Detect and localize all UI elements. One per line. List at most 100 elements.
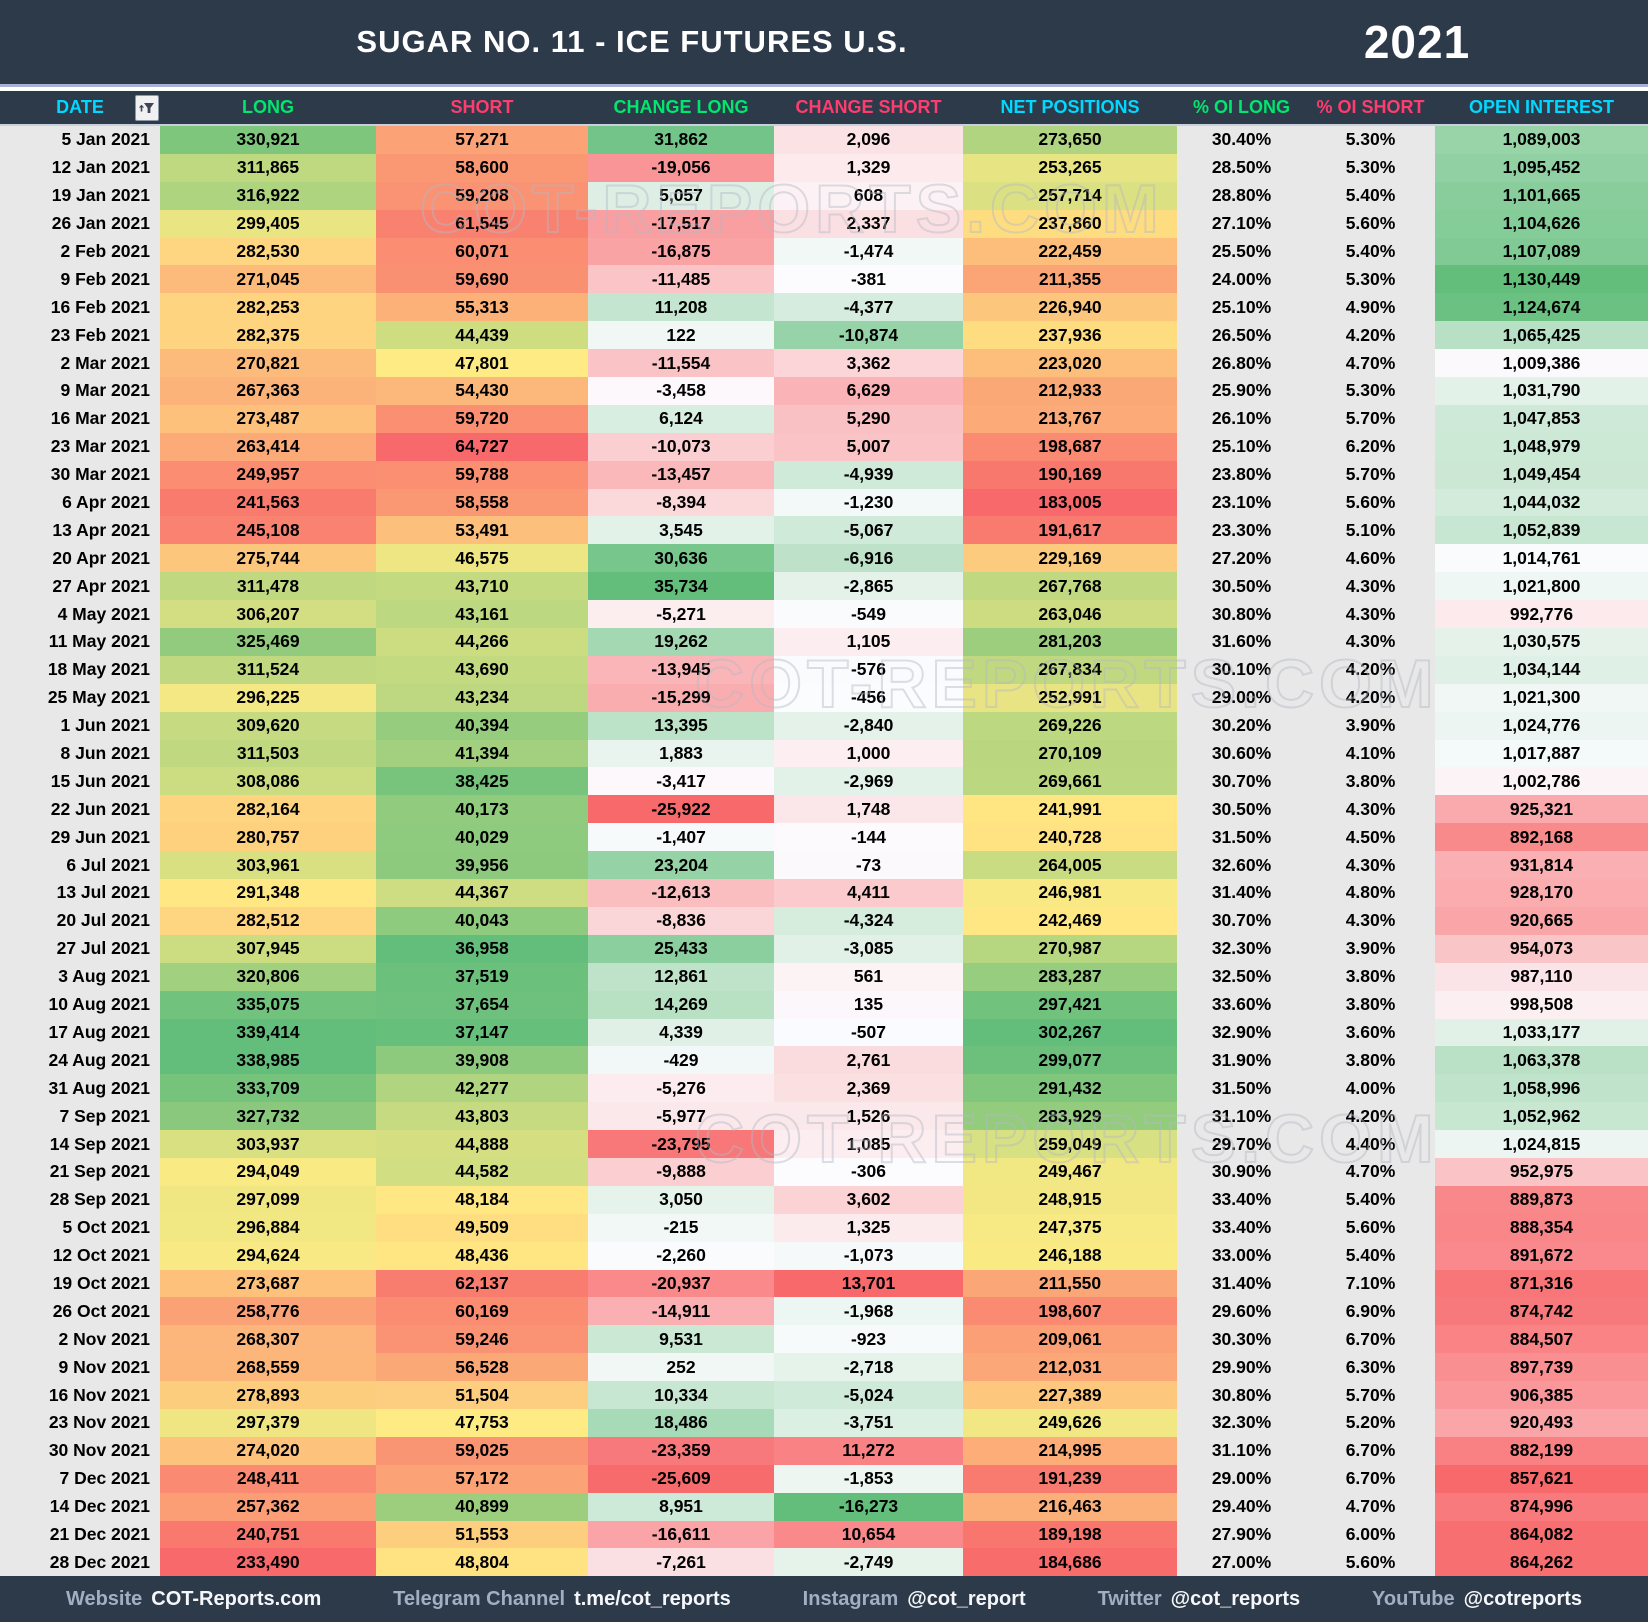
cell-long: 320,806 xyxy=(160,962,376,991)
table-row: 13 Apr 2021 245,108 53,491 3,545 -5,067 191,6… xyxy=(0,516,1648,545)
cell-net_positions: 270,987 xyxy=(963,934,1177,963)
cell-change_short: -10,874 xyxy=(774,321,963,350)
cell-net_positions: 297,421 xyxy=(963,990,1177,1019)
cell-change_long: 10,334 xyxy=(588,1381,774,1409)
cell-date: 14 Dec 2021 xyxy=(0,1492,160,1521)
cell-short: 37,519 xyxy=(376,962,588,991)
cell-open_interest: 857,621 xyxy=(1435,1464,1648,1493)
cell-oi_long: 27.90% xyxy=(1177,1520,1306,1549)
footer-link[interactable]: @cot_report xyxy=(907,1587,1026,1610)
cell-net_positions: 223,020 xyxy=(963,349,1177,378)
cell-change_long: -13,945 xyxy=(588,655,774,684)
cell-long: 306,207 xyxy=(160,600,376,629)
cell-short: 59,690 xyxy=(376,265,588,294)
cell-net_positions: 212,933 xyxy=(963,377,1177,405)
table-row: 28 Dec 2021 233,490 48,804 -7,261 -2,749 184,… xyxy=(0,1548,1648,1577)
cell-change_long: -19,056 xyxy=(588,153,774,182)
cell-short: 36,958 xyxy=(376,934,588,963)
cell-long: 311,503 xyxy=(160,739,376,768)
table-row: 2 Nov 2021 268,307 59,246 9,531 -923 209,061 3… xyxy=(0,1325,1648,1354)
cell-net_positions: 183,005 xyxy=(963,488,1177,517)
footer-link[interactable]: @cotreports xyxy=(1463,1587,1583,1610)
cell-date: 23 Feb 2021 xyxy=(0,321,160,350)
footer-link[interactable]: @cot_reports xyxy=(1170,1587,1301,1610)
cell-change_short: 1,526 xyxy=(774,1102,963,1131)
cell-long: 330,921 xyxy=(160,126,376,154)
cell-oi_long: 23.30% xyxy=(1177,516,1306,545)
cell-change_short: -3,751 xyxy=(774,1408,963,1437)
footer-link[interactable]: t.me/cot_reports xyxy=(574,1587,731,1610)
cell-oi_long: 30.60% xyxy=(1177,739,1306,768)
filter-icon[interactable] xyxy=(135,94,159,121)
cell-change_long: 3,545 xyxy=(588,516,774,545)
cell-change_short: -16,273 xyxy=(774,1492,963,1521)
cell-oi_long: 29.70% xyxy=(1177,1130,1306,1158)
table-row: 28 Sep 2021 297,099 48,184 3,050 3,602 248,91… xyxy=(0,1185,1648,1214)
cell-open_interest: 1,021,300 xyxy=(1435,683,1648,712)
cell-net_positions: 246,981 xyxy=(963,879,1177,907)
cell-change_short: 135 xyxy=(774,990,963,1019)
cell-net_positions: 259,049 xyxy=(963,1130,1177,1158)
cell-change_long: -1,407 xyxy=(588,823,774,852)
cell-change_long: 252 xyxy=(588,1353,774,1382)
cell-oi_long: 25.50% xyxy=(1177,237,1306,266)
cell-short: 60,169 xyxy=(376,1297,588,1326)
column-header-open_interest: OPEN INTEREST xyxy=(1468,97,1615,117)
cell-change_short: 608 xyxy=(774,181,963,210)
cell-short: 53,491 xyxy=(376,516,588,545)
cell-oi_short: 4.20% xyxy=(1306,1102,1435,1131)
cell-net_positions: 237,936 xyxy=(963,321,1177,350)
cell-change_short: -549 xyxy=(774,600,963,629)
cell-net_positions: 229,169 xyxy=(963,544,1177,573)
cell-change_long: 9,531 xyxy=(588,1325,774,1354)
cell-long: 257,362 xyxy=(160,1492,376,1521)
table-row: 6 Apr 2021 241,563 58,558 -8,394 -1,230 183,0… xyxy=(0,488,1648,517)
cell-short: 48,184 xyxy=(376,1185,588,1214)
table-row: 14 Dec 2021 257,362 40,899 8,951 -16,273 216,… xyxy=(0,1492,1648,1521)
cell-net_positions: 212,031 xyxy=(963,1353,1177,1382)
cell-open_interest: 1,058,996 xyxy=(1435,1074,1648,1103)
cell-oi_short: 4.30% xyxy=(1306,906,1435,935)
footer-label: Twitter xyxy=(1097,1587,1162,1610)
cell-date: 9 Feb 2021 xyxy=(0,265,160,294)
cell-net_positions: 273,650 xyxy=(963,126,1177,154)
cell-open_interest: 1,052,839 xyxy=(1435,516,1648,545)
cell-net_positions: 191,617 xyxy=(963,516,1177,545)
cell-date: 9 Nov 2021 xyxy=(0,1353,160,1382)
cell-change_long: -3,458 xyxy=(588,377,774,405)
cell-oi_short: 4.20% xyxy=(1306,683,1435,712)
table-row: 11 May 2021 325,469 44,266 19,262 1,105 281,2… xyxy=(0,628,1648,656)
cell-short: 56,528 xyxy=(376,1353,588,1382)
cell-change_short: 1,325 xyxy=(774,1213,963,1242)
cell-change_long: 23,204 xyxy=(588,851,774,880)
cell-long: 268,307 xyxy=(160,1325,376,1354)
cell-oi_long: 24.00% xyxy=(1177,265,1306,294)
table-row: 15 Jun 2021 308,086 38,425 -3,417 -2,969 269,… xyxy=(0,767,1648,796)
cell-oi_short: 3.90% xyxy=(1306,934,1435,963)
cell-short: 49,509 xyxy=(376,1213,588,1242)
cell-change_long: 12,861 xyxy=(588,962,774,991)
cell-oi_short: 4.30% xyxy=(1306,628,1435,656)
cell-net_positions: 269,661 xyxy=(963,767,1177,796)
cell-open_interest: 1,063,378 xyxy=(1435,1046,1648,1075)
cell-change_short: 11,272 xyxy=(774,1436,963,1465)
cell-short: 43,161 xyxy=(376,600,588,629)
cell-change_long: -16,875 xyxy=(588,237,774,266)
cell-short: 59,720 xyxy=(376,404,588,433)
table-row: 20 Apr 2021 275,744 46,575 30,636 -6,916 229,… xyxy=(0,544,1648,573)
cell-short: 59,208 xyxy=(376,181,588,210)
table-row: 2 Mar 2021 270,821 47,801 -11,554 3,362 223,0… xyxy=(0,349,1648,378)
column-header-oi_long: % OI LONG xyxy=(1192,97,1290,117)
cell-oi_long: 33.40% xyxy=(1177,1185,1306,1214)
cell-oi_long: 26.80% xyxy=(1177,349,1306,378)
cell-open_interest: 1,052,962 xyxy=(1435,1102,1648,1131)
cell-date: 2 Mar 2021 xyxy=(0,349,160,378)
cell-date: 5 Oct 2021 xyxy=(0,1213,160,1242)
cell-long: 258,776 xyxy=(160,1297,376,1326)
table-row: 9 Nov 2021 268,559 56,528 252 -2,718 212,031 2… xyxy=(0,1353,1648,1382)
cell-oi_long: 31.50% xyxy=(1177,823,1306,852)
footer-link[interactable]: COT-Reports.com xyxy=(151,1587,322,1610)
cell-open_interest: 1,014,761 xyxy=(1435,544,1648,573)
cell-change_short: 13,701 xyxy=(774,1269,963,1298)
cell-oi_long: 29.00% xyxy=(1177,1464,1306,1493)
